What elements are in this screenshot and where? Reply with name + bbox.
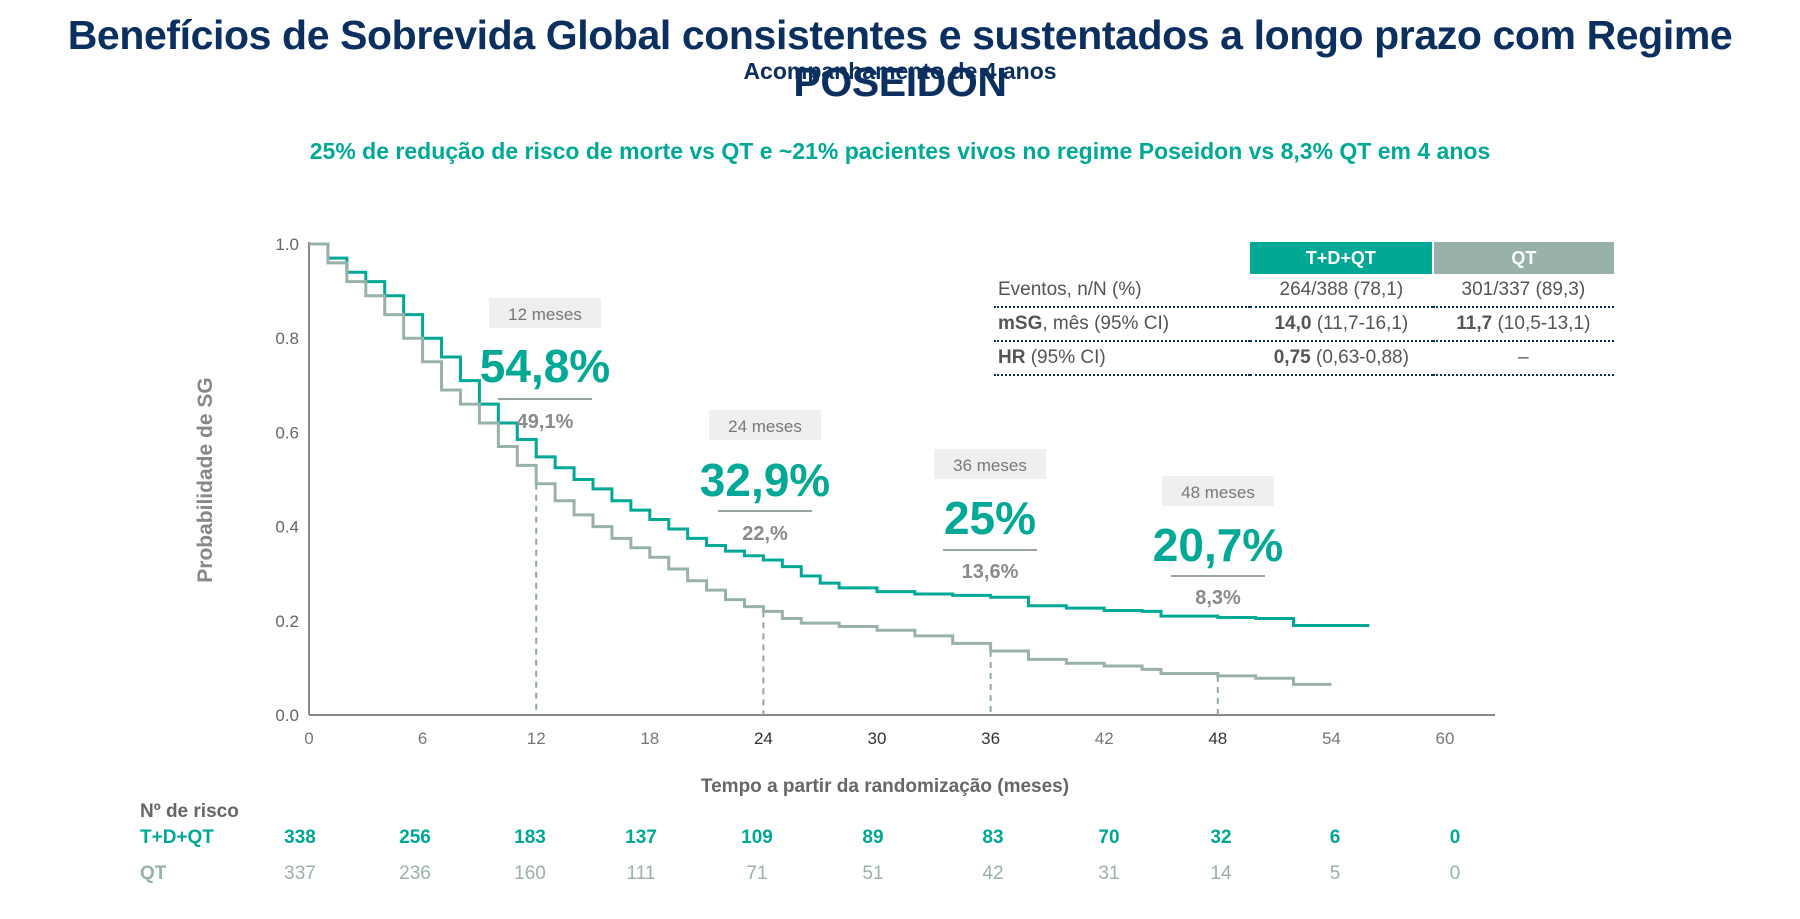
x-tick-label: 42 [1095, 729, 1114, 748]
landmark-label: 12 meses [508, 305, 582, 324]
landmark-label-box [489, 298, 601, 328]
stats-row-events: Eventos, n/N (%) 264/388 (78,1) 301/337 … [994, 274, 1614, 308]
risk-count-td-qt: 109 [741, 827, 773, 848]
x-tick-label: 0 [304, 729, 313, 748]
landmark-td-qt-value: 54,8% [480, 340, 610, 392]
y-tick-label: 0.2 [275, 612, 299, 631]
landmark-qt-value: 8,3% [1195, 587, 1241, 609]
y-axis-label: Probabilidade de SG [194, 377, 217, 582]
stats-value: 264/388 (78,1) [1279, 279, 1404, 300]
risk-count-qt: 31 [1098, 863, 1120, 884]
risk-count-td-qt: 6 [1329, 827, 1341, 848]
stats-value: 301/337 (89,3) [1461, 279, 1586, 300]
landmark-qt-value: 22,% [742, 523, 788, 545]
risk-count-td-qt: 137 [625, 827, 657, 848]
risk-count-qt: 51 [862, 863, 884, 884]
key-finding-headline: 25% de redução de risco de morte vs QT e… [309, 138, 1491, 164]
x-tick-label: 24 [754, 729, 773, 748]
km-curve-td-qt [309, 242, 1370, 628]
risk-count-qt: 14 [1210, 863, 1232, 884]
risk-count-td-qt: 183 [514, 827, 546, 848]
risk-count-qt: 111 [626, 863, 656, 884]
x-tick-label: 60 [1436, 729, 1455, 748]
risk-count-td-qt: 83 [982, 827, 1004, 848]
landmark-td-qt-value: 20,7% [1153, 519, 1283, 571]
landmark-qt-value: 13,6% [962, 561, 1019, 583]
x-tick-label: 6 [418, 729, 427, 748]
risk-count-td-qt: 256 [399, 827, 431, 848]
y-tick-label: 1.0 [275, 235, 299, 254]
y-tick-label: 0.4 [275, 518, 299, 537]
landmark-td-qt-value: 25% [944, 492, 1036, 544]
y-tick-label: 0.8 [275, 329, 299, 348]
stats-value-bold: 0,75 [1273, 347, 1311, 368]
x-tick-label: 12 [527, 729, 546, 748]
stats-header-qt: QT [1432, 242, 1614, 274]
risk-count-qt: 337 [284, 863, 316, 884]
risk-count-td-qt: 32 [1210, 827, 1232, 848]
risk-count-td-qt: 89 [862, 827, 884, 848]
x-tick-label: 54 [1322, 729, 1341, 748]
risk-label-td-qt: T+D+QT [140, 827, 214, 848]
stats-row-msg: mSG, mês (95% CI) 14,0 (11,7-16,1) 11,7 … [994, 307, 1614, 342]
stats-table: T+D+QT QT Eventos, n/N (%) 264/388 (78,1… [994, 242, 1614, 376]
y-tick-label: 0.6 [275, 423, 299, 442]
x-tick-label: 30 [868, 729, 887, 748]
risk-count-qt: 42 [982, 863, 1004, 884]
stats-header-td-qt: T+D+QT [1250, 242, 1434, 274]
y-tick-label: 0.0 [275, 706, 299, 725]
stats-value-bold: 11,7 [1456, 313, 1493, 334]
risk-count-td-qt: 70 [1098, 827, 1120, 848]
landmark-label: 48 meses [1181, 483, 1255, 502]
x-tick-label: 48 [1208, 729, 1227, 748]
stats-value: (11,7-16,1) [1311, 313, 1409, 334]
risk-label-qt: QT [140, 863, 167, 884]
stats-value-bold: 14,0 [1274, 313, 1312, 334]
stats-value: (0,63-0,88) [1310, 347, 1409, 368]
x-tick-label: 18 [640, 729, 659, 748]
stats-value: – [1518, 347, 1529, 368]
landmark-label-box [1162, 476, 1274, 506]
risk-count-td-qt: 0 [1449, 827, 1461, 848]
stats-label: (95% CI) [1025, 347, 1106, 368]
x-tick-label: 36 [981, 729, 1000, 748]
risk-count-qt: 71 [746, 863, 768, 884]
risk-count-qt: 0 [1449, 863, 1461, 884]
risk-count-td-qt: 338 [284, 827, 316, 848]
stats-value: (10,5-13,1) [1492, 313, 1591, 334]
landmark-td-qt-value: 32,9% [700, 454, 830, 506]
risk-table-header: Nº de risco [140, 801, 239, 822]
page-subtitle: Acompanhamento de 4 anos [743, 58, 1057, 84]
landmark-label: 24 meses [728, 417, 802, 436]
stats-label-bold: HR [998, 347, 1026, 368]
km-curve-qt [309, 242, 1332, 686]
x-axis-label: Tempo a partir da randomização (meses) [701, 776, 1069, 797]
risk-count-qt: 236 [399, 863, 431, 884]
stats-label: , mês (95% CI) [1042, 313, 1170, 334]
landmark-label: 36 meses [953, 456, 1027, 475]
landmark-qt-value: 49,1% [517, 411, 574, 433]
page-title: Benefícios de Sobrevida Global consisten… [67, 12, 1733, 105]
stats-label: Eventos, n/N (%) [998, 279, 1142, 300]
stats-row-hr: HR (95% CI) 0,75 (0,63-0,88) – [994, 341, 1614, 376]
landmark-label-box [934, 449, 1046, 479]
landmark-label-box [709, 410, 821, 440]
stats-header-blank [994, 242, 1250, 274]
stats-label-bold: mSG [998, 313, 1043, 334]
risk-count-qt: 160 [514, 863, 546, 884]
risk-count-qt: 5 [1329, 863, 1341, 884]
